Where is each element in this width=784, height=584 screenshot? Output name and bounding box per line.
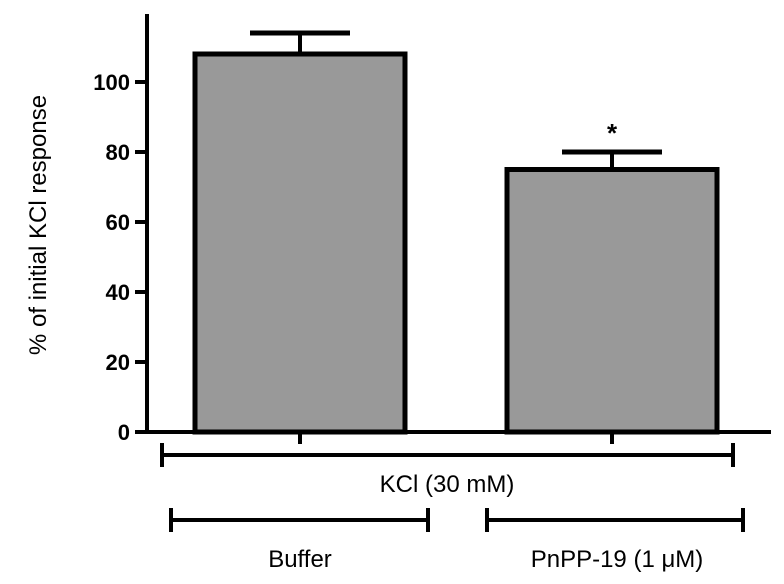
y-tick-label-60: 60 — [106, 210, 130, 235]
group-label-kcl: KCl (30 mM) — [380, 471, 515, 498]
y-tick-label-100: 100 — [93, 70, 130, 95]
group-brackets — [160, 443, 745, 532]
y-axis-title: % of initial KCl response — [25, 95, 52, 355]
category-label-pnpp19: PnPP-19 (1 μM) — [531, 546, 704, 573]
bar-1 — [504, 167, 720, 435]
category-label-buffer: Buffer — [268, 546, 332, 573]
y-axis: 0 20 40 60 80 100 — [93, 14, 149, 445]
bar-0 — [192, 51, 408, 435]
y-tick-label-20: 20 — [106, 350, 130, 375]
significance-marker-1: * — [607, 118, 618, 148]
y-tick-label-40: 40 — [106, 280, 130, 305]
y-tick-label-80: 80 — [106, 140, 130, 165]
y-tick-label-0: 0 — [118, 420, 130, 445]
bars: * — [192, 30, 720, 435]
